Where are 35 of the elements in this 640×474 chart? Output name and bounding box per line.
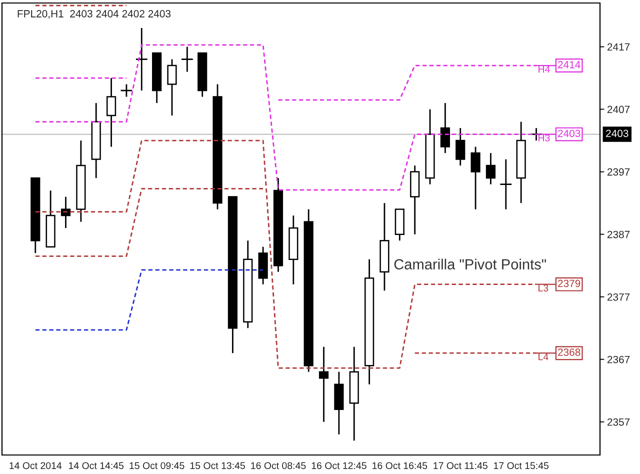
- text: FPL20,H1 2403 2404 2402 2403: [18, 10, 171, 19]
- candlestick: [167, 58, 177, 116]
- candlestick: [318, 346, 329, 423]
- annotation: Camarilla "Pivot Points": [394, 258, 546, 270]
- data-label: 2403: [558, 130, 580, 138]
- legend-label: H4: [538, 66, 550, 73]
- x-tick-label: 16 Oct 08:45: [251, 462, 306, 470]
- x-tick-label: 14 Oct 14:45: [69, 462, 124, 470]
- candlestick: [456, 127, 466, 166]
- data-label: 2414: [558, 60, 580, 68]
- x-tick-label: 17 Oct 15:45: [494, 462, 549, 470]
- y-tick-label: 2367: [607, 356, 630, 364]
- x-tick-label: 14 Oct 2014: [10, 462, 62, 470]
- y-tick-label: 2377: [607, 293, 630, 301]
- legend-label: L4: [538, 353, 548, 360]
- candlestick: [470, 146, 480, 210]
- y-tick-label: 2407: [607, 106, 630, 114]
- x-tick-label: 17 Oct 11:45: [434, 462, 488, 470]
- y-tick-label: 2397: [607, 168, 630, 176]
- data-label: 2379: [558, 280, 580, 288]
- x-tick-label: 16 Oct 12:45: [312, 462, 366, 470]
- y-tick-label: 2357: [607, 418, 630, 426]
- candlestick: [440, 102, 450, 154]
- ref-line-label: 2403: [606, 130, 628, 138]
- legend-label: L3: [538, 284, 548, 292]
- x-tick-label: 15 Oct 09:45: [130, 462, 184, 470]
- x-tick-label: 16 Oct 16:45: [372, 462, 428, 470]
- legend-label: H3: [538, 134, 550, 142]
- candlestick: [486, 152, 496, 185]
- y-tick-label: 2387: [607, 230, 630, 238]
- candlestick: [60, 196, 71, 229]
- candlestick: [106, 77, 116, 148]
- y-tick-label: 2417: [607, 43, 630, 51]
- data-label: 2368: [558, 348, 580, 356]
- x-tick-label: 15 Oct 13:45: [190, 462, 245, 470]
